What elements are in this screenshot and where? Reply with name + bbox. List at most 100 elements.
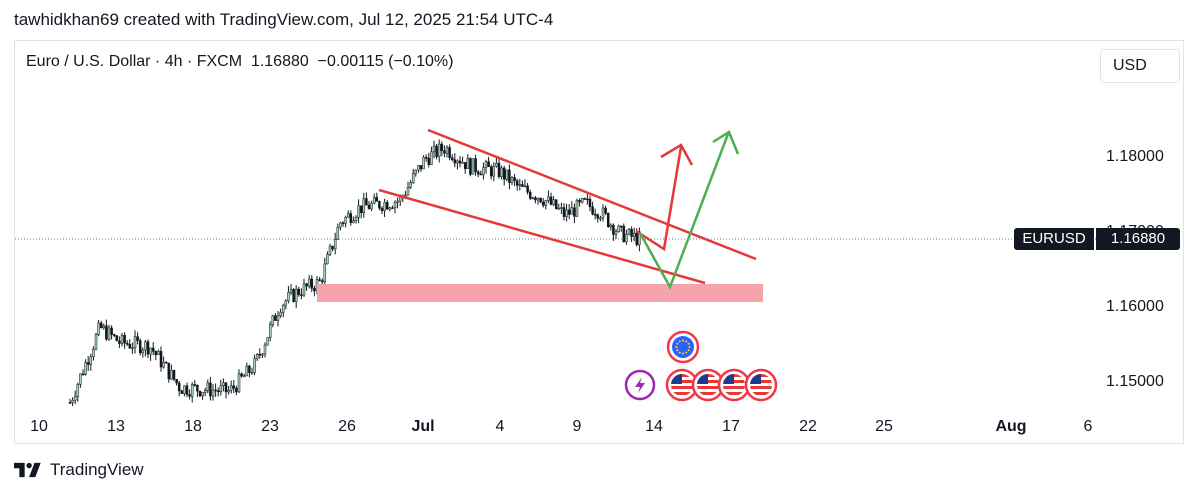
- legend-pair: Euro / U.S. Dollar · 4h · FXCM: [26, 53, 243, 70]
- candle-body: [268, 324, 272, 338]
- candle-body: [183, 385, 186, 394]
- candle-body: [505, 169, 509, 180]
- x-tick-label: 6: [1084, 418, 1093, 435]
- x-tick-label: 4: [496, 418, 505, 435]
- candle-body: [297, 288, 301, 295]
- candle-body: [344, 216, 347, 224]
- candle-body: [492, 165, 496, 177]
- candle-body: [131, 347, 134, 350]
- y-tick-label: 1.16000: [1106, 298, 1164, 315]
- candle-body: [318, 279, 321, 282]
- candle-body: [562, 207, 566, 217]
- candle-body: [596, 214, 600, 219]
- candle-body: [612, 224, 615, 235]
- candle-body: [320, 280, 324, 283]
- candle-body: [528, 191, 532, 199]
- candle-body: [271, 315, 275, 325]
- candle-body: [149, 347, 152, 355]
- candle-body: [544, 200, 548, 206]
- candle-body: [619, 225, 623, 228]
- candle-body: [601, 207, 605, 219]
- symbol-legend: Euro / U.S. Dollar · 4h · FXCM 1.16880 −…: [26, 53, 453, 71]
- candle-body: [453, 159, 457, 164]
- candle-body: [567, 209, 571, 215]
- candle-body: [484, 161, 488, 168]
- candle-body: [508, 169, 511, 183]
- candle-body: [372, 197, 376, 204]
- candle-body: [323, 263, 327, 283]
- candle-body: [222, 382, 225, 387]
- wedge-upper-line: [427, 128, 757, 261]
- candle-body: [167, 362, 171, 380]
- candle-body: [513, 177, 516, 181]
- usd-event-icon[interactable]: [717, 368, 751, 402]
- chart-frame: [14, 40, 1184, 444]
- candle-body: [622, 226, 626, 243]
- candle-body: [157, 351, 160, 355]
- candle-body: [198, 390, 202, 397]
- red-arrow-head-icon: [660, 143, 694, 166]
- currency-button[interactable]: USD: [1100, 49, 1180, 83]
- candle-body: [302, 283, 306, 296]
- candle-body: [276, 315, 280, 321]
- candle-body: [456, 160, 459, 164]
- candle-body: [461, 162, 464, 164]
- candle-body: [235, 387, 238, 393]
- candle-body: [388, 207, 392, 210]
- candle-body: [209, 382, 212, 397]
- candle-body: [614, 231, 618, 235]
- candle-body: [154, 351, 158, 355]
- candle-body: [151, 347, 155, 352]
- candle-body: [385, 202, 389, 210]
- candle-body: [84, 362, 87, 375]
- candle-body: [219, 385, 223, 393]
- candle-body: [193, 384, 197, 386]
- candle-body: [430, 151, 433, 165]
- eur-event-icon[interactable]: [666, 330, 700, 364]
- candle-body: [292, 289, 295, 302]
- usd-event-icon[interactable]: [744, 368, 778, 402]
- candle-body: [378, 201, 381, 209]
- lightning-event-icon[interactable]: [624, 369, 656, 401]
- candle-body: [411, 173, 415, 183]
- candle-body: [206, 382, 210, 391]
- candle-body: [393, 202, 397, 209]
- candle-body: [500, 167, 503, 177]
- candle-body: [502, 167, 506, 180]
- x-tick-label: 13: [107, 418, 125, 435]
- candle-body: [175, 379, 178, 384]
- candle-body: [557, 207, 561, 210]
- candle-body: [549, 196, 553, 205]
- y-tick-label: 1.18000: [1106, 148, 1164, 165]
- candle-body: [99, 322, 103, 328]
- usd-event-icon[interactable]: [691, 368, 725, 402]
- candle-body: [279, 312, 282, 317]
- candle-body: [404, 194, 407, 197]
- candle-body: [97, 322, 100, 335]
- candle-body: [159, 351, 163, 368]
- candle-body: [463, 162, 467, 169]
- candle-body: [583, 198, 587, 200]
- brand-footer[interactable]: TradingView: [14, 460, 144, 480]
- economic-events[interactable]: [624, 330, 778, 402]
- candle-body: [141, 349, 145, 354]
- candle-body: [471, 158, 475, 175]
- x-tick-label: 17: [722, 418, 740, 435]
- candle-body: [336, 226, 340, 240]
- candle-body: [625, 233, 628, 243]
- candle-body: [274, 315, 277, 321]
- green-projection-path: [638, 133, 730, 290]
- candle-body: [92, 348, 95, 358]
- candle-body: [547, 196, 550, 201]
- candle-body: [346, 213, 350, 218]
- candles: [68, 139, 641, 407]
- candle-body: [349, 213, 353, 223]
- candle-body: [357, 205, 360, 218]
- brand-name: TradingView: [50, 460, 144, 479]
- candle-body: [424, 157, 428, 159]
- candle-body: [375, 197, 379, 202]
- candle-body: [536, 197, 540, 201]
- candle-body: [531, 197, 535, 200]
